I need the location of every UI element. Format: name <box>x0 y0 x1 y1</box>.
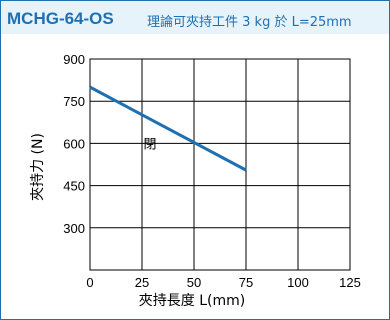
y-tick-label: 450 <box>63 179 85 194</box>
chart-subtitle: 理論可夾持工件 3 kg 於 L=25mm <box>147 15 352 30</box>
x-tick-label: 25 <box>135 275 149 290</box>
grid <box>89 58 351 271</box>
plot-area-border <box>89 58 351 271</box>
y-tick-label: 300 <box>63 221 85 236</box>
model-title: MCHG-64-OS <box>7 9 114 28</box>
x-tick-label: 0 <box>86 275 93 290</box>
series: 閉 <box>89 85 247 172</box>
axes: 0 25 50 75 100 125 300 450 600 750 900 <box>63 52 361 290</box>
x-tick-label: 100 <box>287 275 309 290</box>
series-label: 閉 <box>143 138 156 153</box>
y-tick-label: 600 <box>63 136 85 151</box>
y-axis-label: 夾持力 (N) <box>30 133 46 201</box>
x-axis-label: 夾持長度 L(mm) <box>139 293 245 309</box>
x-tick-label: 50 <box>187 275 201 290</box>
y-tick-label: 900 <box>63 52 85 67</box>
series-line <box>89 85 247 172</box>
chart-header: MCHG-64-OS 理論可夾持工件 3 kg 於 L=25mm <box>1 1 389 34</box>
y-tick-label: 750 <box>63 94 85 109</box>
x-tick-label: 75 <box>239 275 253 290</box>
x-tick-label: 125 <box>339 275 361 290</box>
